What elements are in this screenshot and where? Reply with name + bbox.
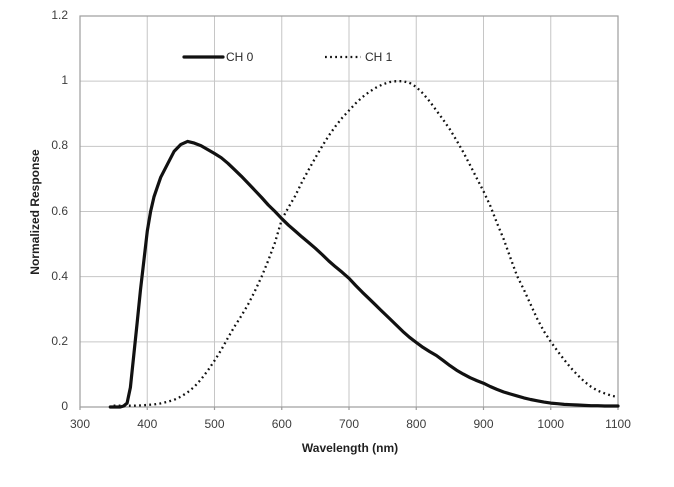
- x-tick-label: 900: [473, 417, 494, 431]
- x-tick-label: 1000: [537, 417, 565, 431]
- y-tick-label: 0.6: [51, 203, 68, 218]
- y-tick-label: 1: [61, 73, 68, 88]
- x-tick-label: 300: [69, 417, 91, 431]
- curve-ch1: [113, 80, 619, 407]
- legend-label-ch0: CH 0: [226, 50, 254, 64]
- y-tick-label: 0.8: [51, 138, 68, 153]
- x-tick-label: 1100: [605, 417, 631, 431]
- y-tick-label: 0.2: [51, 333, 68, 348]
- curve-ch0: [108, 139, 620, 409]
- x-tick-label: 600: [271, 417, 292, 431]
- legend-label-ch1: CH 1: [365, 50, 393, 64]
- x-tick-label: 400: [137, 417, 158, 431]
- y-tick-label: 0.4: [51, 268, 68, 283]
- y-tick-label: 0: [61, 399, 68, 413]
- y-tick-label: 1.2: [51, 8, 68, 22]
- x-tick-label: 500: [204, 417, 225, 431]
- x-tick-label: 800: [406, 417, 427, 431]
- x-axis-title: Wavelength (nm): [301, 441, 399, 455]
- x-tick-label: 700: [338, 417, 360, 431]
